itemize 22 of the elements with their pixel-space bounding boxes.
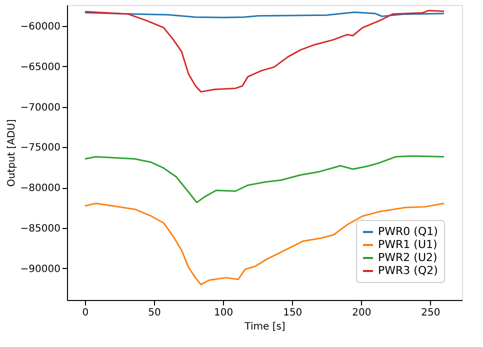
line-series bbox=[84, 155, 445, 204]
y-tick-label: −65000 bbox=[20, 62, 60, 73]
line-series bbox=[84, 202, 445, 286]
y-tick-label: −70000 bbox=[20, 102, 60, 114]
y-axis-title: Output [ADU] bbox=[6, 119, 18, 187]
y-tick-label: −60000 bbox=[20, 22, 60, 33]
x-tick-label: 0 bbox=[82, 308, 89, 318]
y-tick-label: −75000 bbox=[20, 142, 60, 154]
y-tick-label: −85000 bbox=[20, 224, 60, 235]
y-tick-label: −80000 bbox=[20, 183, 60, 194]
x-tick-label: 150 bbox=[283, 308, 302, 318]
y-tick-label: −90000 bbox=[20, 264, 60, 275]
x-tick-label: 250 bbox=[421, 308, 440, 318]
line-series bbox=[84, 10, 445, 93]
legend-label: PWR0 (Q1) bbox=[378, 225, 438, 238]
legend-label: PWR3 (Q2) bbox=[378, 264, 438, 277]
legend-label: PWR1 (U1) bbox=[378, 238, 438, 251]
x-axis-title: Time [s] bbox=[244, 322, 286, 332]
x-tick-label: 200 bbox=[352, 308, 372, 318]
x-tick-label: 50 bbox=[148, 308, 161, 318]
legend-label: PWR2 (U2) bbox=[378, 251, 438, 264]
x-tick-label: 100 bbox=[214, 308, 234, 318]
